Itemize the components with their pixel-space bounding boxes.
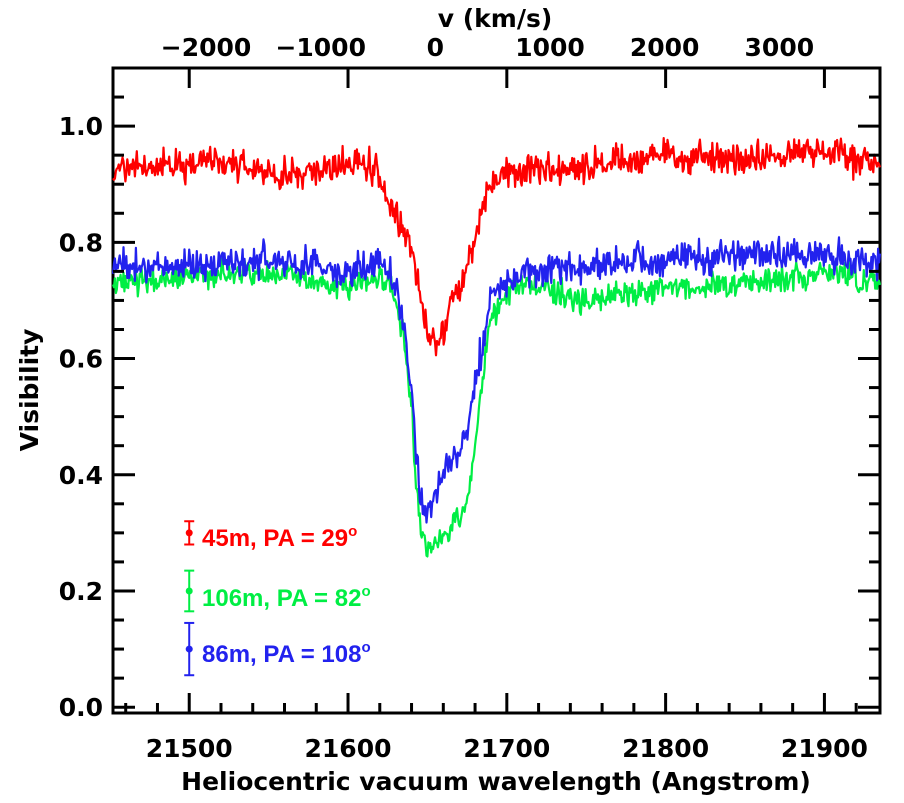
top-tick-label: −1000: [275, 33, 366, 62]
legend-label-86m: 86m, PA = 108o: [202, 639, 371, 668]
errorbar-layer: [184, 520, 195, 677]
x-tick-label: 21900: [781, 734, 868, 763]
plot-frame: [111, 66, 882, 715]
top-tick-label: 3000: [745, 33, 815, 62]
top-tick-label: 1000: [515, 33, 585, 62]
y-tick-label: 0.8: [59, 228, 103, 257]
series-line: [112, 137, 882, 357]
y-axis-title: Visibility: [15, 329, 44, 452]
x-tick-label: 21500: [146, 734, 233, 763]
series-line: [111, 257, 882, 558]
x-tick-label: 21600: [305, 734, 392, 763]
errorbar-point: [185, 529, 193, 537]
y-tick-label: 1.0: [59, 112, 103, 141]
tick-layer: 21500 21600 21700 21800 21900 0.0 0.2 0.4 0.6 0.8…: [59, 33, 880, 763]
y-tick-label: 0.2: [59, 577, 103, 606]
legend-label-45m: 45m, PA = 29o: [202, 523, 357, 552]
top-axis-title: v (km/s): [438, 4, 553, 33]
top-tick-label: 0: [427, 33, 444, 62]
y-tick-label: 0.6: [59, 345, 103, 374]
x-axis-title: Heliocentric vacuum wavelength (Angstrom…: [181, 767, 811, 796]
x-tick-label: 21700: [463, 734, 550, 763]
errorbar-point: [185, 587, 193, 595]
y-tick-label: 0.0: [59, 693, 103, 722]
errorbar-point: [185, 645, 193, 653]
x-tick-label: 21800: [622, 734, 709, 763]
series-line: [111, 235, 882, 524]
series-layer: [111, 137, 882, 558]
legend-label-106m: 106m, PA = 82o: [202, 583, 371, 612]
top-tick-label: 2000: [630, 33, 700, 62]
top-tick-label: −2000: [161, 33, 252, 62]
legend: 45m, PA = 29o 106m, PA = 82o 86m, PA = 1…: [202, 523, 371, 668]
y-tick-label: 0.4: [59, 461, 103, 490]
